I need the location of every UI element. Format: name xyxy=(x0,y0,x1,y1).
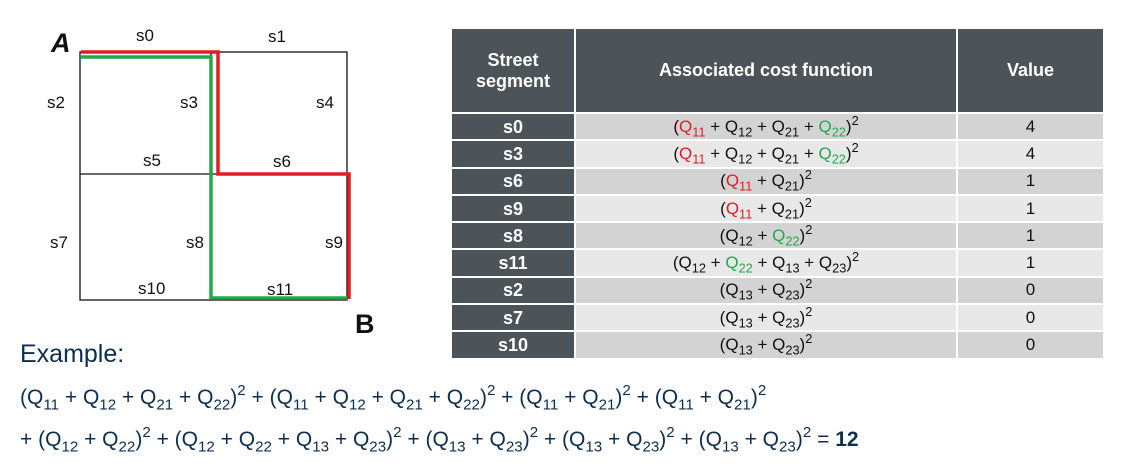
value-cell: 0 xyxy=(958,332,1103,360)
value-cell: 1 xyxy=(958,168,1103,196)
segment-cell: s9 xyxy=(452,195,576,224)
cost-function-cell: (Q12 + Q22 + Q13 + Q23)2 xyxy=(576,250,958,278)
segment-cell: s8 xyxy=(452,223,576,251)
header-cost-function: Associated cost function xyxy=(576,29,958,112)
value-cell: 1 xyxy=(958,195,1103,224)
table-row: s2 (Q13 + Q23)2 0 xyxy=(452,277,1103,306)
segment-cell: s7 xyxy=(452,305,576,333)
cost-function-cell: (Q13 + Q23)2 xyxy=(576,305,958,333)
table-row: s11 (Q12 + Q22 + Q13 + Q23)2 1 xyxy=(452,250,1103,278)
table-row: s10 (Q13 + Q23)2 0 xyxy=(452,332,1103,360)
segment-label-s3: s3 xyxy=(180,93,198,112)
example-equation-line-2: + (Q12 + Q22)2 + (Q12 + Q22 + Q13 + Q23)… xyxy=(20,423,859,456)
cost-function-cell: (Q13 + Q23)2 xyxy=(576,332,958,360)
example-label: Example: xyxy=(20,340,125,368)
table-row: s6 (Q11 + Q21)2 1 xyxy=(452,168,1103,196)
table-row: s0 (Q11 + Q12 + Q21 + Q22)2 4 xyxy=(452,112,1103,142)
segment-label-s8: s8 xyxy=(186,233,204,252)
example-result: 12 xyxy=(835,428,859,451)
cost-function-cell: (Q11 + Q21)2 xyxy=(576,168,958,196)
segment-cell: s0 xyxy=(452,112,576,142)
cost-function-cell: (Q11 + Q21)2 xyxy=(576,196,958,224)
segment-label-s10: s10 xyxy=(138,279,165,298)
table-header-row: Street segment Associated cost function V… xyxy=(452,29,1103,112)
cost-function-cell: (Q11 + Q12 + Q21 + Q22)2 xyxy=(576,112,958,142)
segment-label-s0: s0 xyxy=(136,26,154,45)
grid-outer-border xyxy=(79,51,348,301)
point-b-label: B xyxy=(355,309,375,339)
example-equation-line-1: (Q11 + Q12 + Q21 + Q22)2 + (Q11 + Q12 + … xyxy=(20,381,767,414)
cost-function-cell: (Q12 + Q22)2 xyxy=(576,223,958,251)
table-row: s7 (Q13 + Q23)2 0 xyxy=(452,305,1103,333)
segment-label-s2: s2 xyxy=(47,93,65,112)
point-a-label: A xyxy=(50,28,71,58)
segment-cell: s6 xyxy=(452,168,576,196)
value-cell: 1 xyxy=(958,223,1103,251)
value-cell: 4 xyxy=(958,112,1103,142)
value-cell: 0 xyxy=(958,305,1103,333)
segment-label-s11: s11 xyxy=(267,280,293,299)
green-route xyxy=(81,55,347,300)
segment-label-s1: s1 xyxy=(268,27,286,46)
table-row: s8 (Q12 + Q22)2 1 xyxy=(452,223,1103,251)
segment-label-s9: s9 xyxy=(325,233,343,252)
segment-cell: s10 xyxy=(452,332,576,360)
street-grid-diagram: A B s0 s1 s2 s3 s4 s5 s6 s7 s8 s9 s10 s1… xyxy=(47,26,375,339)
value-cell: 1 xyxy=(958,250,1103,278)
segment-cell: s3 xyxy=(452,141,576,169)
cost-function-cell: (Q11 + Q12 + Q21 + Q22)2 xyxy=(576,141,958,169)
cost-function-table: Street segment Associated cost function V… xyxy=(452,29,1103,360)
table-row: s9 (Q11 + Q21)2 1 xyxy=(452,195,1103,224)
red-route xyxy=(81,50,351,299)
value-cell: 4 xyxy=(958,141,1103,169)
segment-label-s4: s4 xyxy=(316,93,334,112)
segment-label-s6: s6 xyxy=(273,152,291,171)
segment-label-s5: s5 xyxy=(143,151,161,170)
table-row: s3 (Q11 + Q12 + Q21 + Q22)2 4 xyxy=(452,141,1103,169)
header-value: Value xyxy=(958,29,1103,112)
segment-cell: s11 xyxy=(452,250,576,278)
value-cell: 0 xyxy=(958,277,1103,306)
header-street-segment: Street segment xyxy=(452,29,576,112)
segment-cell: s2 xyxy=(452,277,576,306)
cost-function-cell: (Q13 + Q23)2 xyxy=(576,278,958,306)
segment-label-s7: s7 xyxy=(50,233,68,252)
